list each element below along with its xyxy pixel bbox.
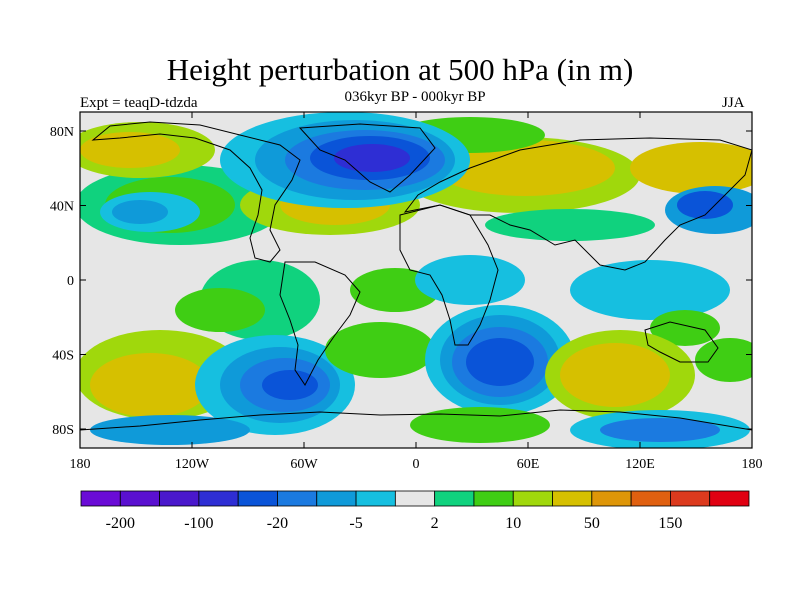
lat-tick-label: 40S	[52, 349, 74, 364]
colorbar-label: 10	[505, 515, 521, 532]
lon-tick-label: 120E	[625, 457, 655, 472]
lon-tick-label: 60E	[517, 457, 540, 472]
lon-tick-label: 0	[413, 457, 420, 472]
colorbar-swatch	[394, 490, 436, 507]
colorbar-swatch	[630, 490, 671, 507]
coastlines	[80, 121, 752, 431]
colorbar-swatch	[355, 490, 396, 507]
colorbar-label: 150	[658, 515, 682, 532]
colorbar-label: -100	[184, 515, 213, 532]
colorbar-swatch	[80, 490, 121, 507]
plot-title: Height perturbation at 500 hPa (in m)	[166, 52, 634, 87]
colorbar-swatch	[198, 490, 239, 507]
colorbar: -200 -100 -20 -5 2 10 50 150	[80, 490, 750, 532]
colorbar-swatch	[512, 490, 553, 507]
colorbar-label: -5	[349, 515, 362, 532]
colorbar-swatch	[552, 490, 593, 507]
lon-tick-label: 180	[742, 457, 763, 472]
colorbar-swatch	[670, 490, 711, 507]
lon-tick-label: 120W	[175, 457, 210, 472]
colorbar-label: -200	[106, 515, 135, 532]
season-label: JJA	[722, 95, 745, 111]
coastline-north-america	[91, 121, 301, 263]
map-axes: 80N 40N 0 40S 80S 180 120W 60W 0 60E 120E 180	[50, 112, 763, 472]
lat-tick-label: 80N	[50, 125, 74, 140]
lat-tick-label: 80S	[52, 423, 74, 438]
coastline-south-america	[279, 261, 361, 386]
colorbar-label: 2	[431, 515, 439, 532]
lon-tick-label: 60W	[290, 457, 318, 472]
colorbar-swatch	[119, 490, 160, 507]
coastline-australia	[644, 321, 719, 363]
colorbar-swatch	[159, 490, 200, 507]
colorbar-swatch	[237, 490, 278, 507]
coastline-eurasia	[403, 137, 752, 271]
map-field	[80, 112, 752, 448]
lon-tick-label: 180	[70, 457, 91, 472]
colorbar-swatch	[316, 490, 357, 507]
colorbar-swatch	[591, 490, 632, 507]
coastline-antarctica	[80, 409, 752, 431]
colorbar-label: -20	[267, 515, 288, 532]
colorbar-swatch	[434, 490, 475, 507]
colorbar-swatch	[709, 490, 750, 507]
experiment-label: Expt = teaqD-tdzda	[80, 95, 198, 111]
lat-tick-label: 40N	[50, 200, 74, 215]
coastline-greenland	[298, 123, 436, 193]
lat-tick-label: 0	[67, 274, 74, 289]
plot-subtitle: 036kyr BP - 000kyr BP	[344, 89, 486, 105]
colorbar-swatch	[473, 490, 514, 507]
colorbar-label: 50	[584, 515, 600, 532]
colorbar-swatch	[277, 490, 318, 507]
coastline-africa	[399, 204, 499, 346]
